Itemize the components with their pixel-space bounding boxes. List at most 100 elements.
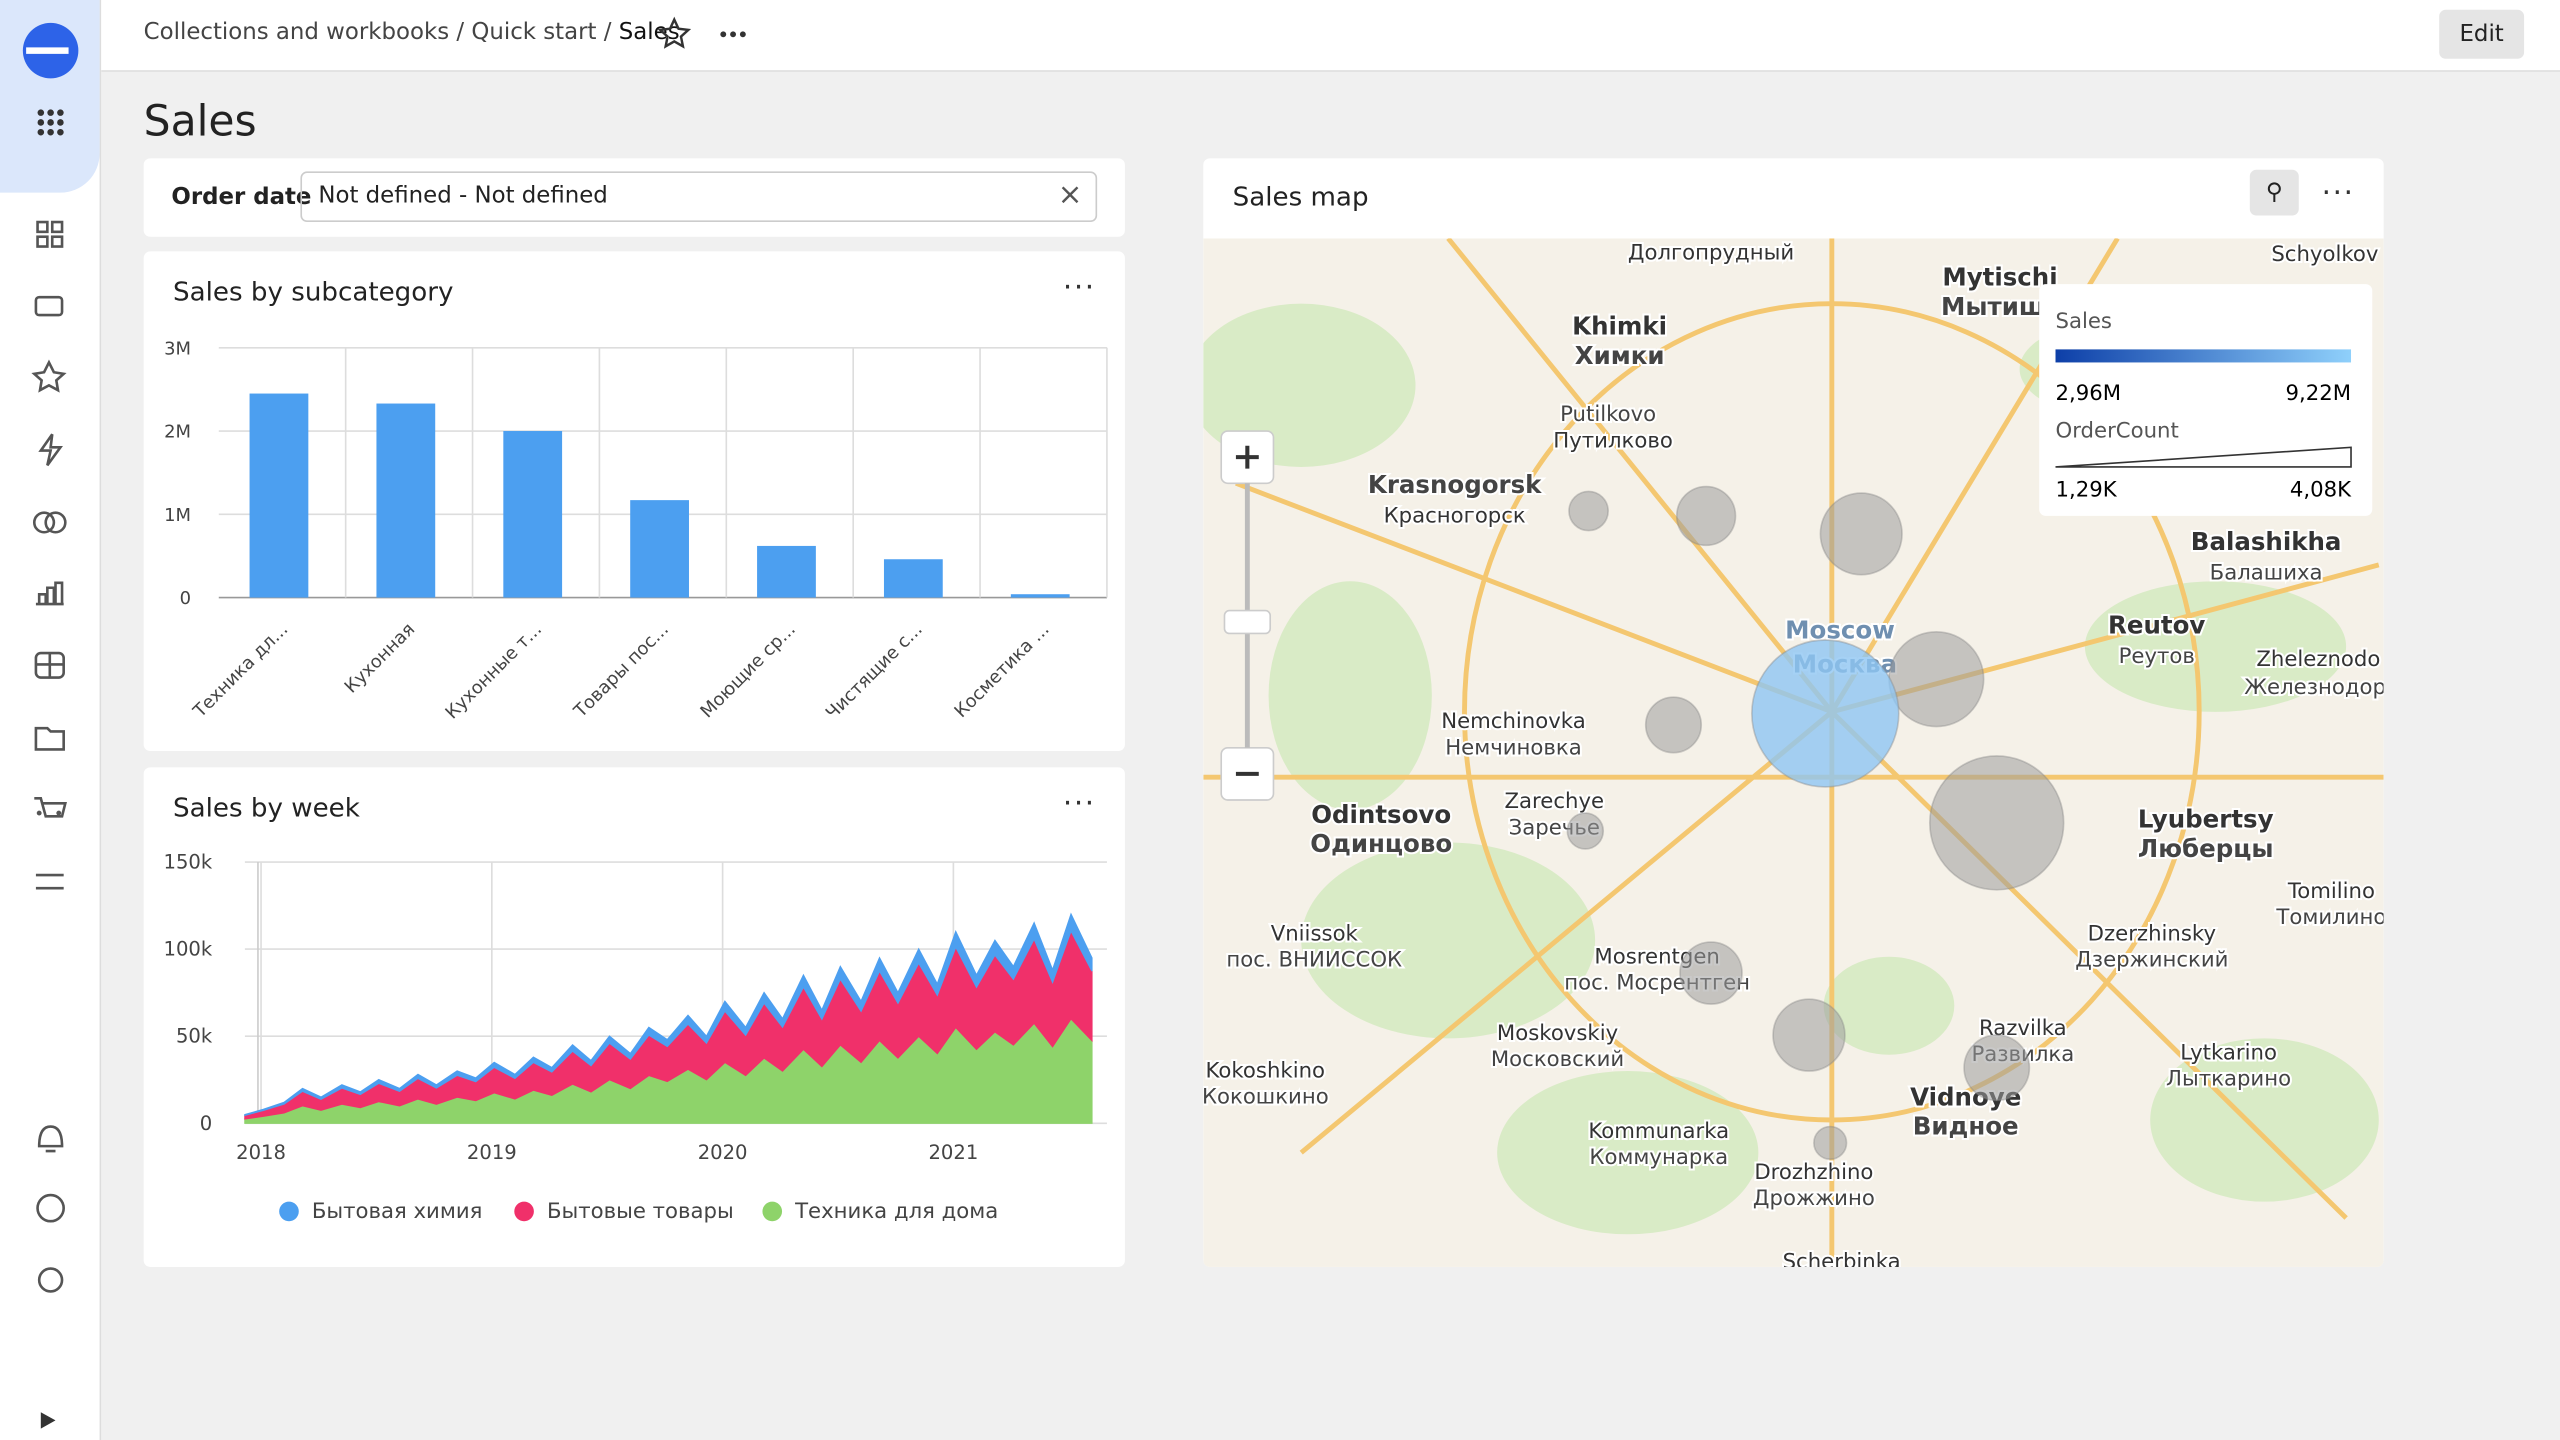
bubble[interactable]	[1568, 490, 1609, 532]
widget-title: Sales map	[1232, 181, 1369, 213]
nav-icon[interactable]	[36, 220, 64, 248]
place-label: Люберцы	[2138, 834, 2274, 863]
place-label: Lytkarino	[2180, 1041, 2277, 1066]
nav-icon[interactable]	[34, 295, 64, 317]
help-icon[interactable]	[36, 1193, 65, 1223]
place-label: пос. ВНИИССОК	[1226, 948, 1402, 973]
legend-min: 2,96M	[2056, 381, 2122, 406]
widget-menu[interactable]: ···	[1062, 786, 1096, 822]
widget-menu[interactable]: ···	[2321, 176, 2355, 211]
bubble[interactable]	[1751, 639, 1900, 788]
filter-toggle[interactable]: ⚲	[2249, 169, 2299, 216]
place-label: Khimki	[1572, 312, 1667, 341]
bubble[interactable]	[1928, 755, 2065, 891]
place-label: Krasnogorsk	[1368, 470, 1542, 499]
color-scale	[2055, 349, 2352, 363]
size-scale	[2055, 446, 2352, 468]
zoom-slider[interactable]	[1223, 609, 1272, 635]
place-label: Одинцово	[1310, 829, 1452, 858]
breadcrumb[interactable]: Collections and workbooks	[143, 19, 450, 46]
bubble[interactable]	[1772, 998, 1846, 1072]
filter-label: Order date	[171, 184, 312, 211]
place-label: Dzerzhinsky	[2088, 921, 2216, 946]
nav-icon[interactable]	[31, 359, 67, 393]
place-label: Балашиха	[2210, 561, 2323, 586]
top-bar: Collections and workbooks / Quick start …	[101, 0, 2560, 72]
map-panel: Sales map ⚲ ··· Долгопрудный Khimki Химки M…	[1203, 158, 2384, 1267]
place-label: Томилино	[2275, 905, 2383, 930]
map-legend: Sales 2,96M 9,22M OrderCount 1,29K 4,08K	[2039, 284, 2373, 516]
bubble[interactable]	[1888, 631, 1985, 728]
bubble[interactable]	[1566, 812, 1605, 850]
place-label: Kokoshkino	[1206, 1059, 1325, 1084]
place-label: Кокошкино	[1203, 1085, 1328, 1110]
legend-max: 4,08K	[2290, 477, 2352, 502]
filter-input[interactable]: Not defined - Not defined ×	[300, 171, 1098, 223]
breadcrumb[interactable]: Quick start	[471, 19, 597, 46]
edit-button[interactable]: Edit	[2439, 9, 2525, 59]
place-label: Долгопрудный	[1628, 241, 1794, 266]
legend-title: Sales	[2056, 309, 2112, 334]
bubble[interactable]	[1644, 696, 1703, 754]
place-label: Kommunarka	[1588, 1119, 1729, 1144]
place-label: Красногорск	[1384, 503, 1526, 528]
expand-toggle[interactable]	[40, 1412, 56, 1429]
nav-icon[interactable]	[35, 873, 64, 890]
nav-icon[interactable]	[38, 433, 63, 467]
nav-icon[interactable]	[32, 511, 67, 534]
place-label: Мытищ	[1941, 292, 2046, 321]
clear-button[interactable]: ×	[1057, 177, 1083, 213]
place-label: Дзержинский	[2075, 948, 2228, 973]
place-label: Реутов	[2119, 644, 2195, 669]
breadcrumbs: Collections and workbooks / Quick start …	[143, 19, 680, 46]
place-label: Odintsovo	[1311, 800, 1451, 829]
place-label: Московский	[1491, 1047, 1624, 1072]
place-label: Железнодор	[2244, 675, 2383, 700]
nav-icon[interactable]	[35, 581, 64, 606]
place-label: Nemchinovka	[1441, 709, 1586, 734]
place-label: Drozhzhino	[1754, 1160, 1873, 1185]
settings-icon[interactable]	[37, 1267, 64, 1293]
more-menu[interactable]	[720, 31, 746, 38]
place-label: Zheleznodo	[2256, 647, 2380, 672]
place-label: Lyubertsy	[2138, 805, 2274, 834]
place-label: Немчиновка	[1445, 735, 1582, 760]
widget-panel: Sales by subcategory ···	[143, 251, 1125, 752]
filter-panel: Order date Not defined - Not defined ×	[143, 158, 1125, 237]
place-label: Schyolkov	[2271, 242, 2378, 267]
nav-icon[interactable]	[34, 797, 67, 818]
bubble[interactable]	[1963, 1034, 2031, 1102]
place-label: Vniissok	[1271, 921, 1359, 946]
legend-max: 9,22M	[2285, 381, 2351, 406]
map-bubbles	[1566, 485, 2065, 1160]
nav-icon[interactable]	[34, 651, 65, 679]
place-label: Scherbinka	[1783, 1250, 1901, 1267]
bubble[interactable]	[1675, 485, 1737, 547]
notifications-icon[interactable]	[37, 1125, 64, 1153]
place-label: Putilkovo	[1560, 402, 1656, 427]
place-label: Razvilka	[1979, 1016, 2067, 1041]
place-label: Видное	[1913, 1112, 2019, 1141]
place-label: Дрожжино	[1753, 1186, 1875, 1211]
filter-value: Not defined - Not defined	[318, 182, 608, 209]
apps-icon[interactable]	[37, 109, 64, 136]
nav-icon[interactable]	[34, 726, 65, 751]
widget-menu[interactable]: ···	[1062, 271, 1096, 306]
sidebar	[0, 0, 102, 1440]
place-label: Zarechye	[1504, 789, 1604, 814]
widget-panel: Sales by week ···	[143, 767, 1125, 1267]
place-label: Коммунарка	[1589, 1145, 1728, 1170]
place-label: Moscow	[1785, 615, 1895, 644]
map-places: ДолгопрудныйKhimkiХимкиMytischiМытищSchy…	[1203, 239, 2383, 1267]
favorite-star[interactable]	[657, 16, 692, 49]
bubble[interactable]	[1813, 1125, 1848, 1160]
place-label: Tomilino	[2287, 879, 2375, 904]
bubble[interactable]	[1819, 492, 1903, 576]
place-label: Balashikha	[2191, 527, 2342, 556]
widget-title: Sales by week	[173, 791, 360, 823]
legend-title: OrderCount	[2056, 419, 2179, 444]
bubble[interactable]	[1679, 941, 1743, 1005]
map: ДолгопрудныйKhimkiХимкиMytischiМытищSchy…	[1203, 238, 2384, 1267]
place-label: Химки	[1575, 341, 1665, 370]
